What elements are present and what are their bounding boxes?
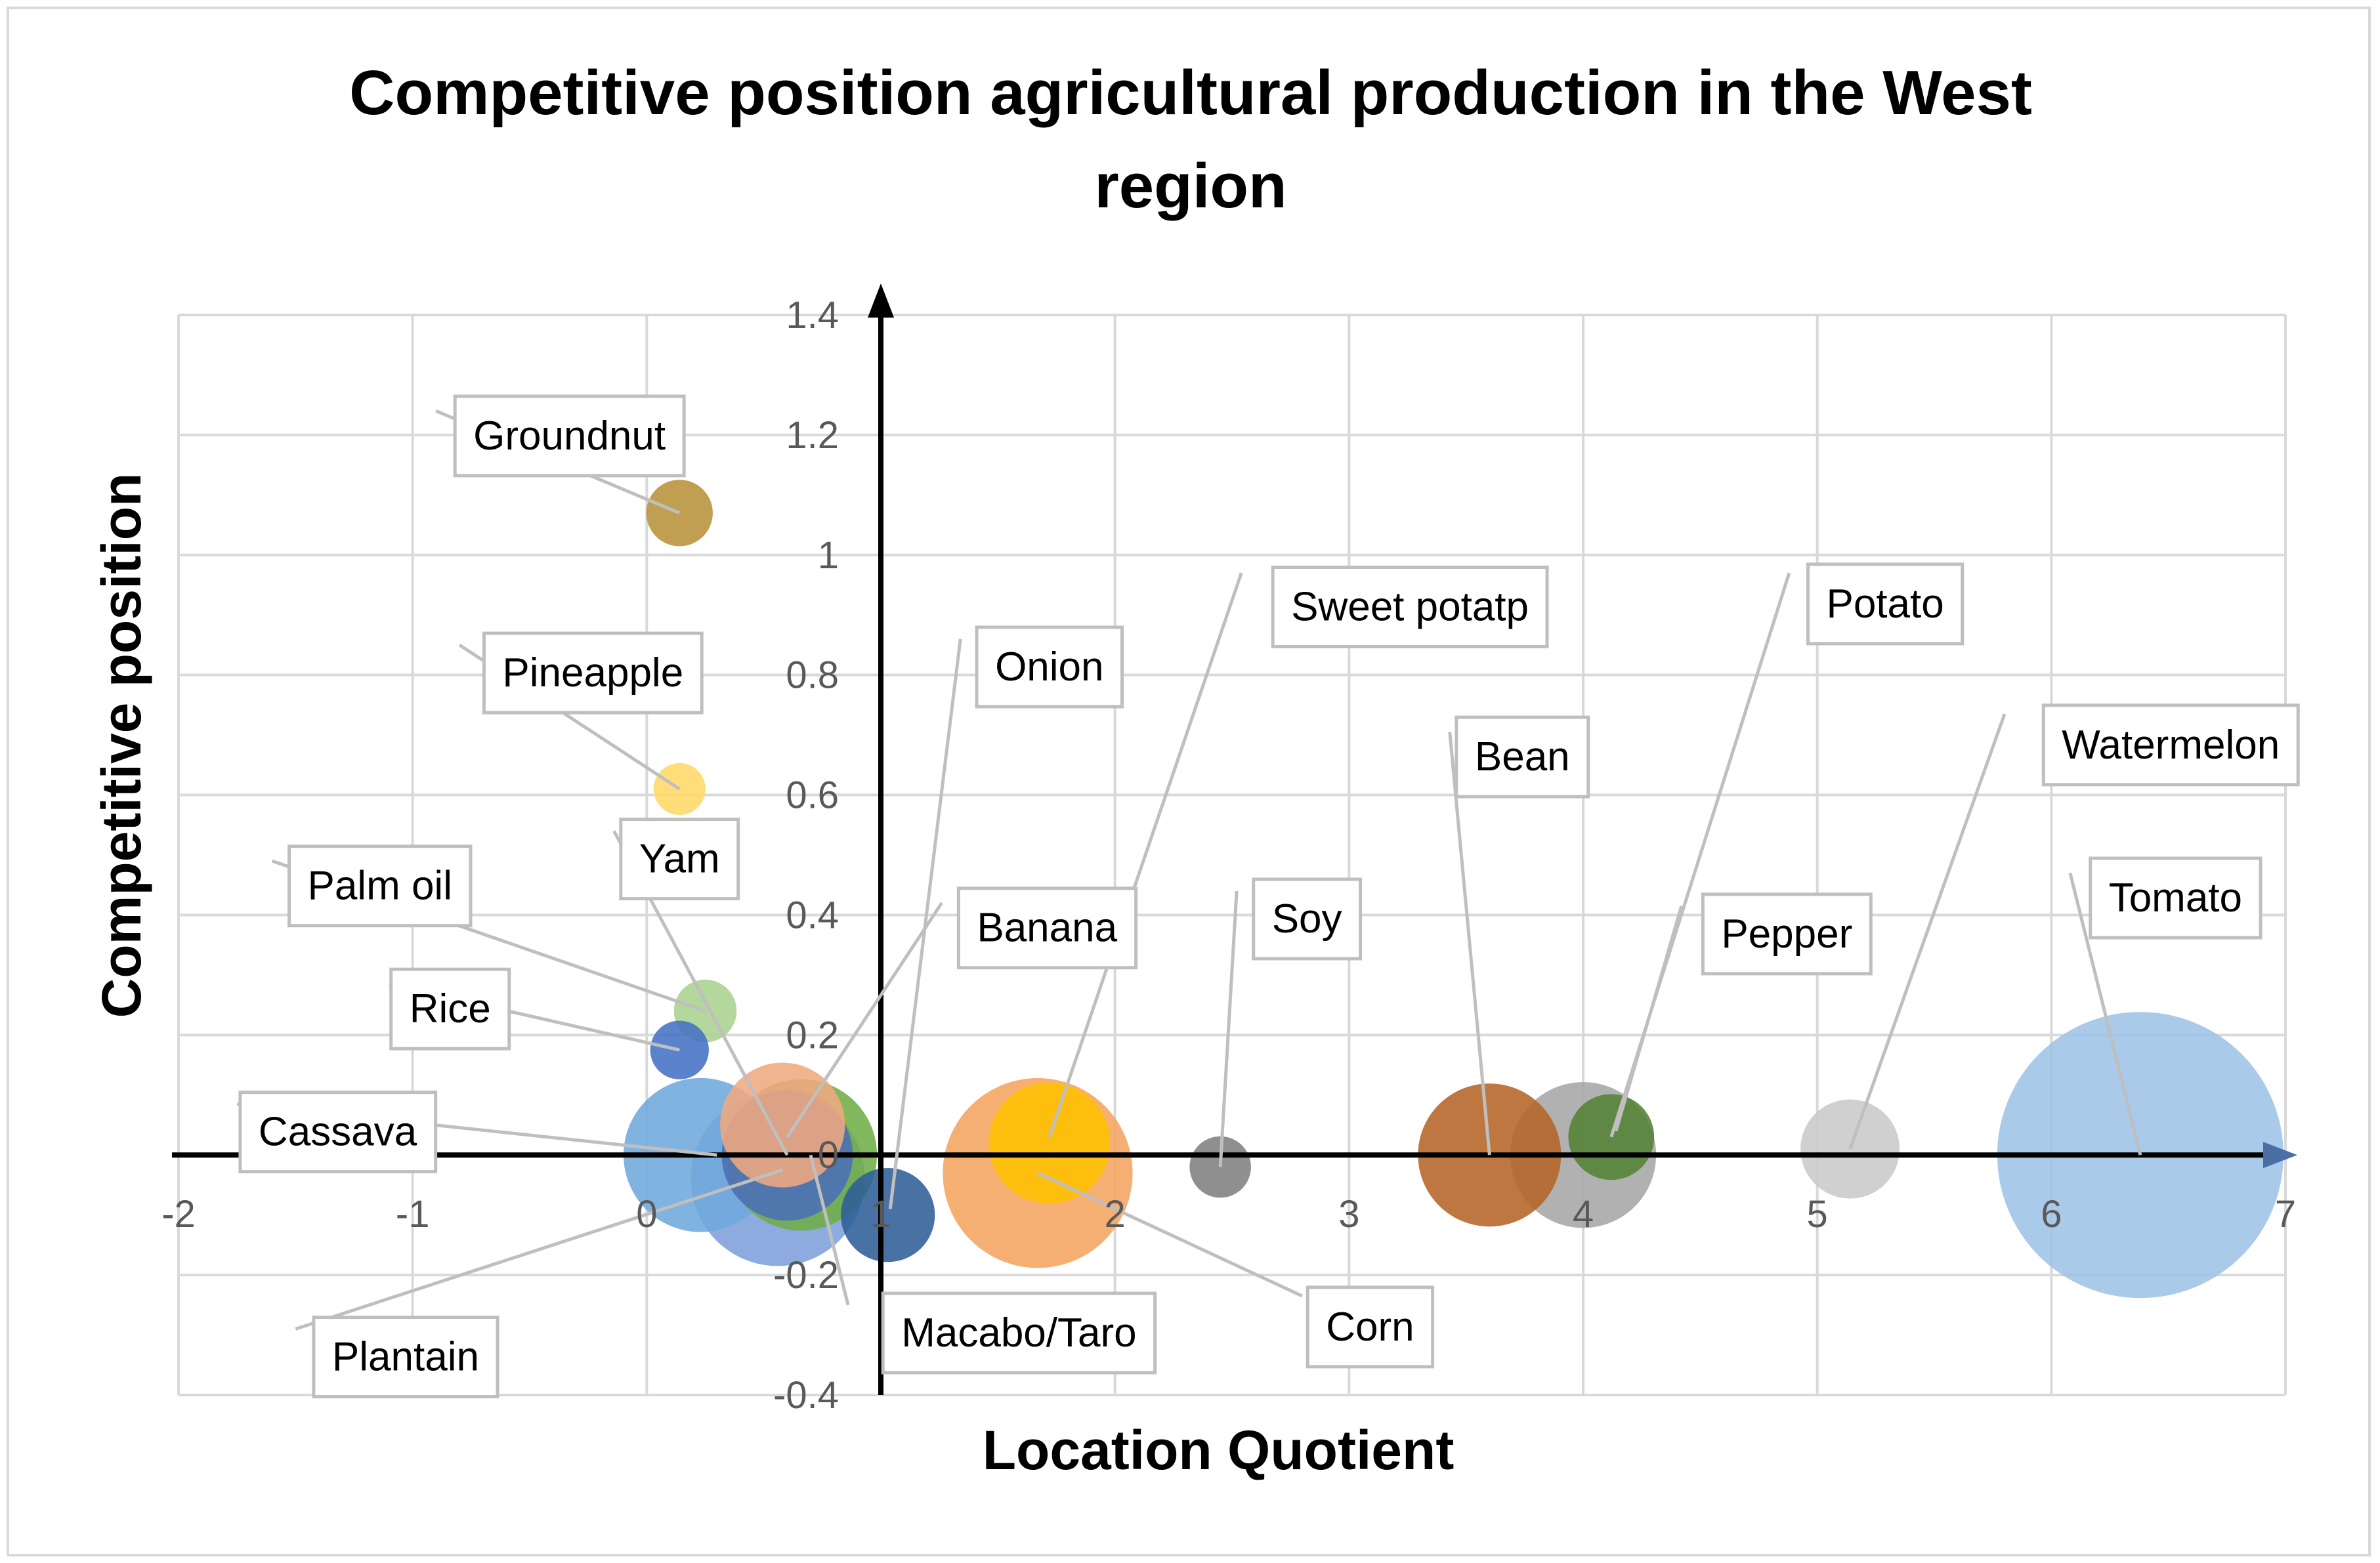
x-tick-label: 0 [636,1193,657,1236]
x-tick-label: 2 [1105,1193,1126,1236]
data-label-text: Rice [410,986,491,1032]
leader-line-tomato [2068,872,2142,1156]
data-label-text: Potato [1826,581,1944,627]
data-label-potato: Potato [1806,562,1965,646]
data-label-watermelon: Watermelon [2041,703,2300,787]
leader-line-banana [786,902,943,1138]
leader-line-sweet-potatp [1048,572,1243,1138]
leader-line-soy [1218,890,1239,1167]
data-label-tomato: Tomato [2089,856,2263,940]
y-axis-arrowhead [868,283,894,318]
y-tick-label: 0.6 [786,774,839,817]
data-label-cassava: Cassava [238,1091,438,1174]
y-axis-title: Competitive position [91,473,152,1018]
bubble-soy [1189,1136,1251,1198]
data-label-bean: Bean [1455,715,1590,799]
x-tick-label: 1 [870,1193,891,1236]
tick-labels: -2 -1 0 1 2 3 4 5 6 7-0.4-0.200.20.40.60.811.21.4 [161,294,2296,1417]
data-label-box [1806,562,1965,646]
axes [172,283,2297,1395]
bubble-sweet-potatp [988,1082,1111,1204]
data-label-groundnut: Groundnut [453,394,686,478]
data-label-box [1701,892,1873,976]
y-tick-label: 0 [818,1134,839,1177]
x-tick-label: 4 [1573,1193,1594,1236]
x-tick-label: 3 [1338,1193,1359,1236]
data-label-yam: Yam [619,818,740,901]
data-label-text: Soy [1272,896,1342,942]
y-tick-label: 1.4 [786,294,839,337]
x-tick-label: 5 [1807,1193,1828,1236]
data-label-text: Yam [639,837,720,882]
data-label-text: Sweet potatp [1291,585,1529,630]
y-tick-label: 0.4 [786,894,839,936]
data-label-pineapple: Pineapple [482,631,704,715]
leader-line-watermelon [1848,713,2007,1150]
data-label-box [389,967,511,1051]
data-label-box [1455,715,1590,799]
data-label-banana: Banana [956,886,1138,970]
data-label-sweet-potatp: Sweet potatp [1271,566,1549,649]
data-label-onion: Onion [975,625,1124,709]
y-tick-label: -0.4 [773,1374,839,1417]
data-label-box [1271,566,1549,649]
data-label-text: Watermelon [2062,722,2280,768]
data-label-corn: Corn [1306,1285,1435,1369]
data-label-text: Pepper [1721,911,1852,957]
y-tick-label: 1.2 [786,414,839,457]
data-label-text: Corn [1326,1304,1414,1350]
leader-line-plantain [295,1168,783,1331]
chart-frame: Tomato Plantain Corn Macabo/Taro Cassava Pepp… [7,7,2371,1556]
data-label-text: Banana [977,906,1117,951]
data-label-text: Cassava [259,1110,417,1155]
data-labels: Tomato Plantain Corn Macabo/Taro Cassava Pepp… [238,394,2300,1399]
data-label-box [619,818,740,901]
leader-line-onion [888,638,962,1209]
chart-title-line-2: region [1094,151,1286,221]
data-label-box [2089,856,2263,940]
x-tick-label: 6 [2041,1193,2062,1236]
data-label-text: Pineapple [502,650,683,696]
y-tick-label: -0.2 [773,1254,839,1297]
data-label-box [453,394,686,478]
data-label-box [975,625,1124,709]
data-label-soy: Soy [1252,877,1363,961]
leader-line-corn [1036,1171,1304,1298]
x-tick-label: -2 [161,1193,196,1236]
leader-line-pepper [1614,906,1684,1132]
data-label-macabo-taro: Macabo/Taro [881,1291,1157,1375]
bubble-macabo-taro-small [841,1168,935,1262]
data-label-box [881,1291,1157,1375]
y-tick-label: 0.2 [786,1014,839,1056]
data-label-box [2041,703,2300,787]
data-label-plantain: Plantain [312,1316,499,1399]
data-label-text: Onion [995,644,1103,690]
data-label-text: Macabo/Taro [901,1310,1136,1356]
data-label-text: Palm oil [307,864,452,909]
x-axis-title: Location Quotient [983,1419,1455,1481]
data-label-text: Groundnut [473,413,666,459]
x-axis-arrowhead [2263,1142,2297,1169]
data-label-box [287,844,473,928]
data-label-box [956,886,1138,970]
leader-line-bean [1448,732,1491,1156]
data-label-pepper: Pepper [1701,892,1873,976]
x-tick-label: -1 [396,1193,430,1236]
data-label-rice: Rice [389,967,511,1051]
data-label-box [312,1316,499,1399]
data-label-palm-oil: Palm oil [287,844,473,928]
data-label-box [482,631,704,715]
y-tick-label: 0.8 [786,654,839,697]
data-label-box [1252,877,1363,961]
data-label-box [238,1091,438,1174]
y-tick-label: 1 [818,534,839,577]
bubble-chart: Tomato Plantain Corn Macabo/Taro Cassava Pepp… [91,58,2300,1481]
data-label-text: Plantain [332,1335,479,1380]
data-label-text: Bean [1475,734,1570,780]
chart-title-line-1: Competitive position agricultural produc… [349,58,2032,128]
x-tick-label: 7 [2275,1193,2296,1236]
data-label-box [1306,1285,1435,1369]
data-label-text: Tomato [2109,875,2242,921]
leader-line-macabo-taro [809,1154,850,1306]
